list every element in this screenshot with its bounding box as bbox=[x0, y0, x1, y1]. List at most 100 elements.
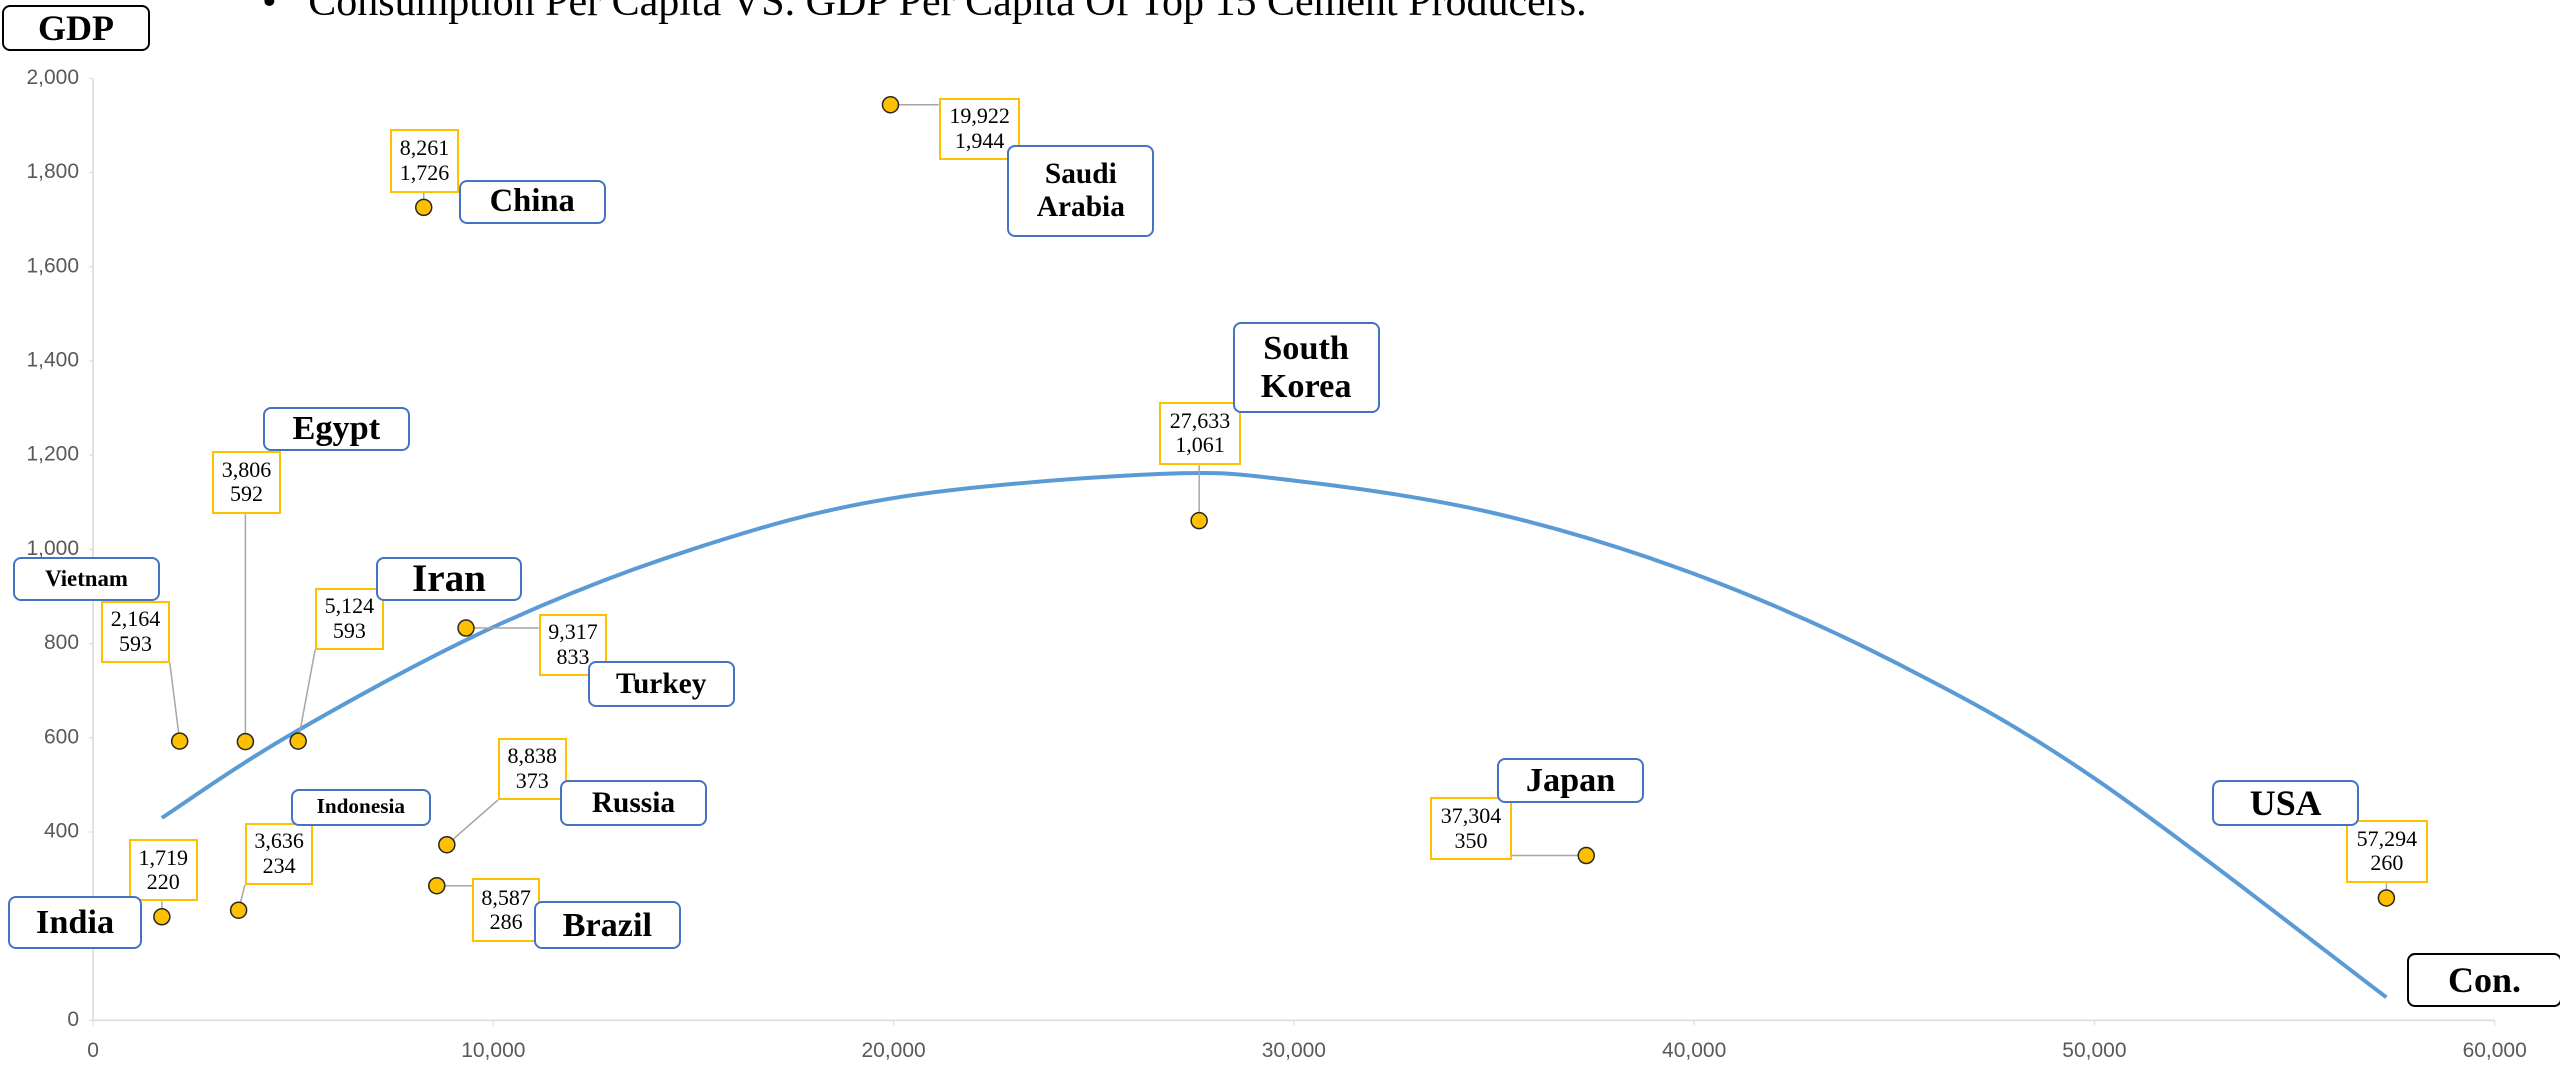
point-name: Egypt bbox=[262, 406, 410, 451]
point-name-text: India bbox=[36, 903, 115, 942]
point-name: USA bbox=[2212, 780, 2360, 827]
y-tick-label: 800 bbox=[44, 631, 79, 654]
point-name: Turkey bbox=[587, 661, 735, 707]
y-value-label: 286 bbox=[489, 909, 523, 935]
value-label: 8,261 1,726 bbox=[390, 128, 459, 193]
value-label: 9,317 833 bbox=[538, 613, 608, 676]
x-value-label: 8,261 bbox=[399, 135, 450, 161]
point-name-text: USA bbox=[2249, 783, 2322, 824]
value-label: 37,304 350 bbox=[1430, 796, 1512, 861]
x-value-label: 37,304 bbox=[1440, 802, 1502, 828]
value-label: 27,633 1,061 bbox=[1159, 401, 1241, 466]
value-label: 8,838 373 bbox=[497, 737, 567, 800]
point bbox=[2377, 889, 2396, 907]
y-tick-label: 400 bbox=[44, 820, 79, 843]
x-tick-label: 20,000 bbox=[861, 1039, 925, 1062]
value-label: 3,636 234 bbox=[244, 822, 314, 885]
y-value-label: 350 bbox=[1454, 827, 1488, 853]
leader-line bbox=[297, 649, 316, 742]
point-name-text: South Korea bbox=[1260, 328, 1352, 406]
value-label: 19,922 1,944 bbox=[938, 97, 1021, 160]
x-value-label: 5,124 bbox=[324, 593, 375, 619]
x-value-label: 57,294 bbox=[2356, 825, 2418, 851]
y-tick-label: 2,000 bbox=[26, 66, 79, 89]
point-name-text: Vietnam bbox=[45, 565, 128, 591]
point bbox=[289, 732, 307, 750]
chart-title: Consumption Per Capita VS. GDP Per Capit… bbox=[308, 0, 1587, 25]
x-value-label: 8,838 bbox=[507, 743, 557, 769]
point-name: China bbox=[458, 179, 606, 224]
point-name: Brazil bbox=[533, 901, 681, 949]
x-value-label: 8,587 bbox=[481, 884, 531, 910]
y-value-label: 373 bbox=[515, 767, 549, 793]
value-label: 8,587 286 bbox=[471, 878, 541, 943]
x-tick-label: 40,000 bbox=[1662, 1039, 1726, 1062]
y-value-label: 1,944 bbox=[954, 127, 1005, 153]
x-tick-label: 30,000 bbox=[1262, 1039, 1326, 1062]
y-value-label: 1,726 bbox=[399, 159, 450, 185]
x-value-label: 1,719 bbox=[138, 844, 189, 870]
x-value-label: 27,633 bbox=[1169, 407, 1231, 433]
point bbox=[236, 732, 255, 751]
x-value-label: 3,806 bbox=[221, 456, 272, 482]
value-label: 1,719 220 bbox=[128, 839, 198, 902]
y-tick-label: 1,400 bbox=[26, 349, 79, 372]
y-axis-label: GDP bbox=[2, 5, 150, 51]
y-value-label: 833 bbox=[556, 643, 590, 669]
point bbox=[438, 835, 456, 854]
y-tick-label: 1,200 bbox=[26, 443, 79, 466]
y-value-label: 592 bbox=[230, 481, 264, 507]
x-axis-label: Con. bbox=[2407, 953, 2560, 1007]
point-name: Vietnam bbox=[13, 556, 160, 601]
point bbox=[170, 732, 189, 750]
point-name-text: Saudi Arabia bbox=[1036, 158, 1125, 223]
x-tick-label: 0 bbox=[87, 1039, 99, 1062]
point-name: Saudi Arabia bbox=[1007, 145, 1155, 237]
point bbox=[1577, 846, 1595, 865]
point-name-text: Iran bbox=[411, 556, 486, 600]
x-tick-label: 10,000 bbox=[461, 1039, 525, 1062]
point bbox=[153, 908, 171, 926]
point-name: India bbox=[8, 896, 143, 949]
point bbox=[229, 901, 248, 919]
point-name: Indonesia bbox=[290, 788, 432, 827]
point-name: Iran bbox=[375, 556, 523, 601]
y-value-label: 220 bbox=[146, 869, 180, 895]
y-tick-label: 1,800 bbox=[26, 160, 79, 183]
x-value-label: 2,164 bbox=[110, 606, 161, 632]
point-name-text: Brazil bbox=[562, 905, 653, 944]
x-tick-label: 60,000 bbox=[2463, 1039, 2527, 1062]
y-tick-label: 0 bbox=[67, 1008, 79, 1031]
point-name-text: Egypt bbox=[292, 409, 381, 448]
y-tick-label: 1,000 bbox=[26, 537, 79, 560]
bullet: • bbox=[262, 0, 277, 25]
value-label: 3,806 592 bbox=[212, 450, 281, 515]
point bbox=[457, 619, 475, 637]
y-value-label: 593 bbox=[119, 630, 152, 656]
point-name-text: Turkey bbox=[616, 667, 707, 700]
point bbox=[881, 95, 900, 114]
point bbox=[428, 876, 446, 895]
leader-line bbox=[169, 662, 181, 742]
x-value-label: 9,317 bbox=[548, 619, 598, 645]
value-label: 57,294 260 bbox=[2346, 819, 2428, 884]
y-tick-label: 600 bbox=[44, 725, 79, 748]
leader-line bbox=[446, 799, 499, 846]
point-name-text: China bbox=[489, 183, 575, 220]
title-row: • Consumption Per Capita VS. GDP Per Cap… bbox=[262, 0, 1587, 26]
y-value-label: 593 bbox=[332, 617, 366, 643]
y-value-label: 260 bbox=[2370, 850, 2404, 876]
x-tick-label: 50,000 bbox=[2062, 1039, 2126, 1062]
value-label: 2,164 593 bbox=[101, 600, 170, 663]
value-label: 5,124 593 bbox=[315, 587, 384, 650]
y-value-label: 234 bbox=[262, 852, 296, 878]
y-tick-label: 1,600 bbox=[26, 254, 79, 277]
x-value-label: 19,922 bbox=[949, 103, 1010, 129]
point-name-text: Japan bbox=[1525, 761, 1616, 800]
point-name: South Korea bbox=[1232, 321, 1380, 414]
point-name: Russia bbox=[560, 780, 707, 827]
point-name: Japan bbox=[1497, 757, 1645, 804]
point bbox=[414, 198, 433, 217]
